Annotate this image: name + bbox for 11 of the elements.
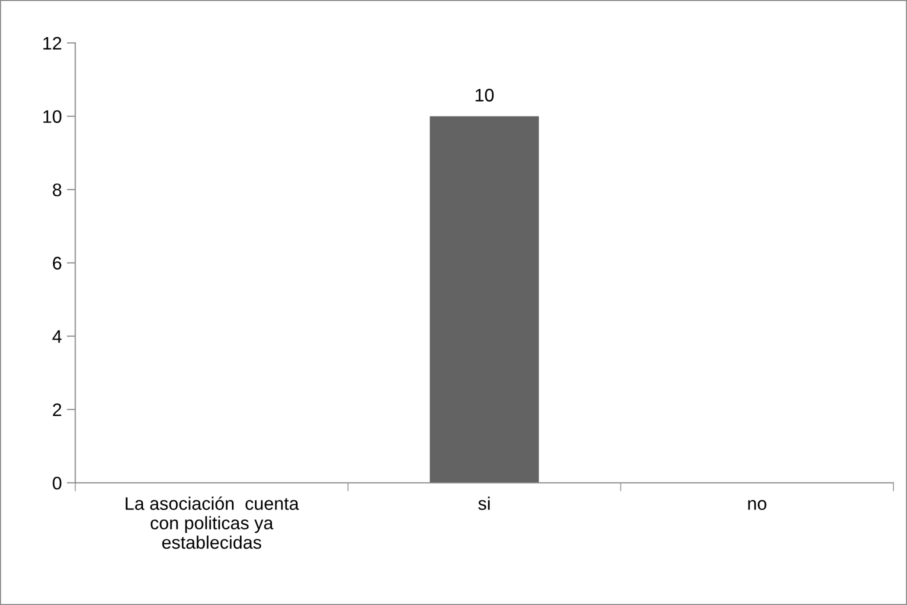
y-tick-label: 10 <box>43 110 62 123</box>
data-label: 10 <box>476 88 494 102</box>
y-tick-label: 0 <box>52 476 62 490</box>
y-tick-label: 4 <box>52 330 62 343</box>
x-tick-label: no <box>748 500 766 510</box>
y-tick-label: 8 <box>52 184 62 196</box>
x-tick-label: La asociación cuenta con politicas ya establecidas <box>126 496 299 549</box>
y-tick-label: 6 <box>52 256 62 270</box>
y-tick-label: 2 <box>52 403 62 416</box>
y-tick-label: 12 <box>43 36 62 50</box>
x-tick-label: si <box>478 496 490 510</box>
